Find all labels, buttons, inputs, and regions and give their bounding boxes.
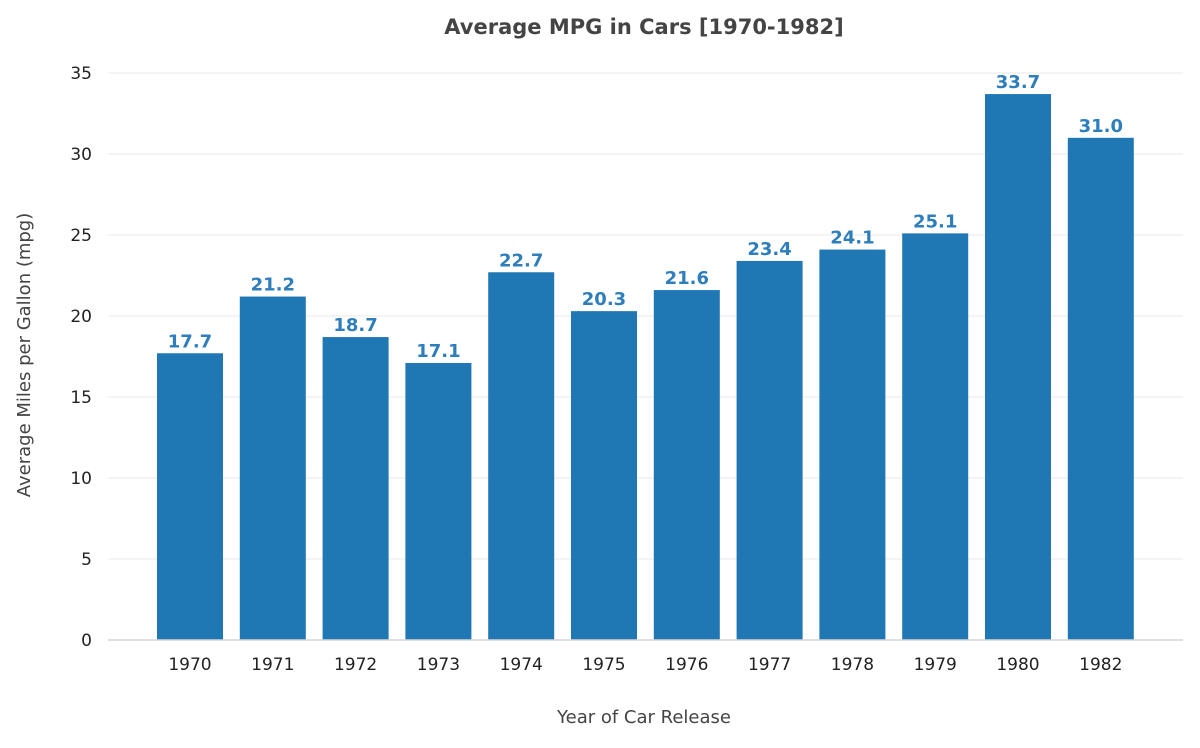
bar [239,296,306,640]
x-tick-label: 1979 [914,655,957,675]
y-tick-label: 15 [70,388,92,408]
bar-value-label: 23.4 [747,239,791,260]
bar [819,249,886,640]
y-tick-label: 10 [70,469,92,489]
bar-value-label: 31.0 [1079,116,1123,137]
bar-value-label: 17.1 [416,341,460,362]
y-tick-label: 30 [70,145,92,165]
x-tick-label: 1972 [334,655,377,675]
bar [571,311,637,640]
bar-value-label: 33.7 [996,72,1040,93]
x-tick-label: 1976 [665,655,708,675]
bars [157,94,1134,641]
bar [1067,137,1134,641]
y-tick-label: 35 [70,64,92,84]
bar-value-label: 18.7 [333,315,377,336]
y-axis-title: Average Miles per Gallon (mpg) [14,213,35,498]
x-tick-label: 1980 [996,655,1039,675]
bar [902,233,969,640]
bar [736,260,803,640]
data-labels: 17.7 21.2 18.7 17.1 22.7 20.3 21.6 23.4 24.1 25.1… [168,72,1123,362]
x-tick-label: 1973 [417,655,460,675]
x-axis-ticks: 1970 1971 1972 1973 1974 1975 1976 1977 1978 1979… [168,655,1122,675]
bar [488,272,555,640]
x-tick-label: 1974 [500,655,543,675]
bar [157,353,223,640]
y-tick-label: 5 [81,550,92,570]
y-tick-label: 25 [70,226,92,246]
bar-value-label: 20.3 [582,289,626,310]
bar [322,337,389,640]
x-tick-label: 1977 [748,655,791,675]
x-tick-label: 1975 [582,655,625,675]
chart-title: Average MPG in Cars [1970-1982] [444,15,843,39]
x-axis-title: Year of Car Release [556,707,731,728]
bar-value-label: 21.6 [665,268,709,289]
x-tick-label: 1982 [1079,655,1122,675]
bar-value-label: 17.7 [168,331,212,352]
bar [985,94,1051,640]
bar [653,290,720,640]
x-tick-label: 1970 [168,655,211,675]
y-tick-label: 0 [81,631,92,651]
bar-value-label: 25.1 [913,211,957,232]
x-tick-label: 1971 [251,655,294,675]
y-axis-ticks: 0 5 10 15 20 25 30 35 [70,64,92,651]
y-tick-label: 20 [70,307,92,327]
bar [405,362,472,640]
bar-value-label: 22.7 [499,250,543,271]
bar-value-label: 24.1 [830,228,874,249]
bar-value-label: 21.2 [251,275,295,296]
x-tick-label: 1978 [831,655,874,675]
